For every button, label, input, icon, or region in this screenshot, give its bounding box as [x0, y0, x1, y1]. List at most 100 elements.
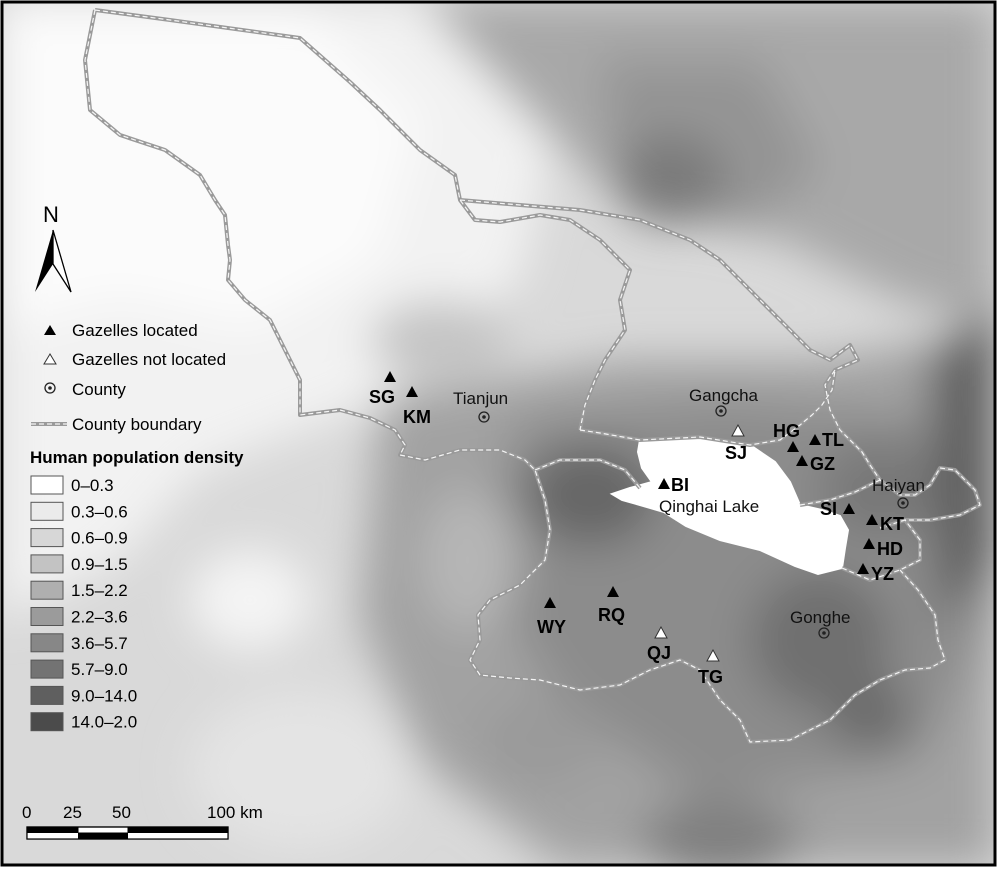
scale-outline — [26, 826, 229, 840]
scale-segment — [128, 833, 228, 839]
qinghai-lake — [609, 435, 850, 576]
density-swatch — [30, 659, 64, 679]
filled-triangle-icon — [857, 563, 869, 574]
site-label: KM — [403, 407, 431, 427]
county-dot-center-icon — [719, 409, 723, 413]
filled-triangle-icon — [787, 441, 799, 452]
scale-tick-label: 0 — [22, 803, 31, 822]
county-dot-center-icon — [482, 415, 486, 419]
site-label: KT — [880, 514, 904, 534]
site-label: YZ — [871, 564, 894, 584]
county-dot-center-icon — [822, 631, 826, 635]
county-tianjun: Tianjun — [453, 389, 508, 423]
county-label: Gangcha — [689, 386, 759, 405]
site-label: HD — [877, 539, 903, 559]
legend-label: Gazelles not located — [72, 350, 226, 369]
county-dot-icon — [818, 627, 830, 639]
filled-triangle-icon — [406, 386, 418, 397]
scale-tick-label: 25 — [63, 803, 82, 822]
density-class-label: 0–0.3 — [71, 476, 114, 495]
legend-label: County boundary — [72, 415, 202, 434]
site-wy: WY — [537, 597, 566, 637]
site-label: HG — [773, 421, 800, 441]
filled-triangle-icon — [796, 455, 808, 466]
site-qj: QJ — [647, 625, 671, 663]
site-label: GZ — [810, 454, 835, 474]
site-si: SI — [820, 499, 855, 519]
hollow-triangle-icon — [731, 423, 745, 437]
hollow-triangle-icon — [706, 648, 720, 662]
filled-triangle-icon — [44, 325, 56, 335]
county-seats: Tianjun Gangcha Haiyan Gonghe — [453, 386, 925, 639]
scale-segment — [78, 833, 128, 839]
site-gz: GZ — [796, 454, 835, 474]
site-kt: KT — [866, 514, 904, 534]
density-class-label: 2.2–3.6 — [71, 608, 128, 627]
density-swatch — [30, 712, 64, 732]
county-gangcha: Gangcha — [689, 386, 759, 417]
density-swatch — [30, 475, 64, 495]
site-tg: TG — [698, 648, 723, 687]
site-label: SG — [369, 387, 395, 407]
county-haiyan: Haiyan — [872, 476, 925, 509]
filled-triangle-icon — [809, 434, 821, 445]
lake-label: Qinghai Lake — [659, 497, 759, 516]
county-dot-icon — [478, 411, 490, 423]
county-gonghe: Gonghe — [790, 608, 851, 639]
density-class-label: 14.0–2.0 — [71, 713, 137, 732]
density-class-label: 0.3–0.6 — [71, 502, 128, 521]
density-class-label: 0.6–0.9 — [71, 529, 128, 548]
legend-symbols: Gazelles located Gazelles not located Co… — [31, 321, 226, 434]
north-label: N — [43, 202, 59, 227]
filled-triangle-icon — [843, 503, 855, 514]
site-tl: TL — [809, 430, 844, 450]
county-dot-center-icon — [48, 386, 52, 390]
hollow-triangle-icon — [654, 625, 668, 639]
density-swatch — [30, 554, 64, 574]
county-label: Haiyan — [872, 476, 925, 495]
density-class-label: 1.5–2.2 — [71, 581, 128, 600]
filled-triangle-icon — [544, 597, 556, 608]
site-label: SI — [820, 499, 837, 519]
density-swatch — [30, 685, 64, 705]
site-sg: SG — [369, 371, 396, 407]
scale-segment — [77, 826, 129, 834]
density-legend: 0–0.3 0.3–0.6 0.6–0.9 0.9–1.5 1.5–2.2 2.2–3.6… — [30, 475, 137, 732]
scale-bar: 0 25 50 100 km — [22, 803, 263, 840]
site-rq: RQ — [598, 586, 625, 625]
filled-triangle-icon — [863, 538, 875, 549]
north-arrow-left-icon — [35, 230, 53, 292]
scale-segment — [27, 833, 78, 839]
site-sj: SJ — [725, 423, 747, 463]
density-swatch — [30, 607, 64, 626]
density-swatch — [30, 528, 64, 548]
filled-triangle-icon — [658, 478, 670, 489]
site-yz: YZ — [857, 563, 894, 584]
scale-segment — [128, 827, 228, 833]
county-dot-icon — [715, 405, 727, 417]
site-label: RQ — [598, 605, 625, 625]
scale-segment — [27, 827, 78, 833]
county-dot-center-icon — [901, 501, 905, 505]
site-hg: HG — [773, 421, 800, 452]
site-label: BI — [671, 475, 689, 495]
county-label: Gonghe — [790, 608, 851, 627]
density-class-label: 5.7–9.0 — [71, 660, 128, 679]
survey-sites: SG KM SJ HG TL GZ BI SI — [369, 371, 904, 687]
density-swatch — [30, 633, 64, 653]
scale-tick-label: 100 km — [207, 803, 263, 822]
filled-triangle-icon — [607, 586, 619, 597]
site-label: TG — [698, 667, 723, 687]
filled-triangle-icon — [384, 371, 396, 382]
site-label: SJ — [725, 443, 747, 463]
density-legend-title: Human population density — [30, 448, 244, 467]
density-class-label: 3.6–5.7 — [71, 634, 128, 653]
legend-label: County — [72, 380, 126, 399]
county-dot-icon — [897, 497, 909, 509]
site-label: WY — [537, 617, 566, 637]
north-arrow: N — [35, 202, 72, 293]
